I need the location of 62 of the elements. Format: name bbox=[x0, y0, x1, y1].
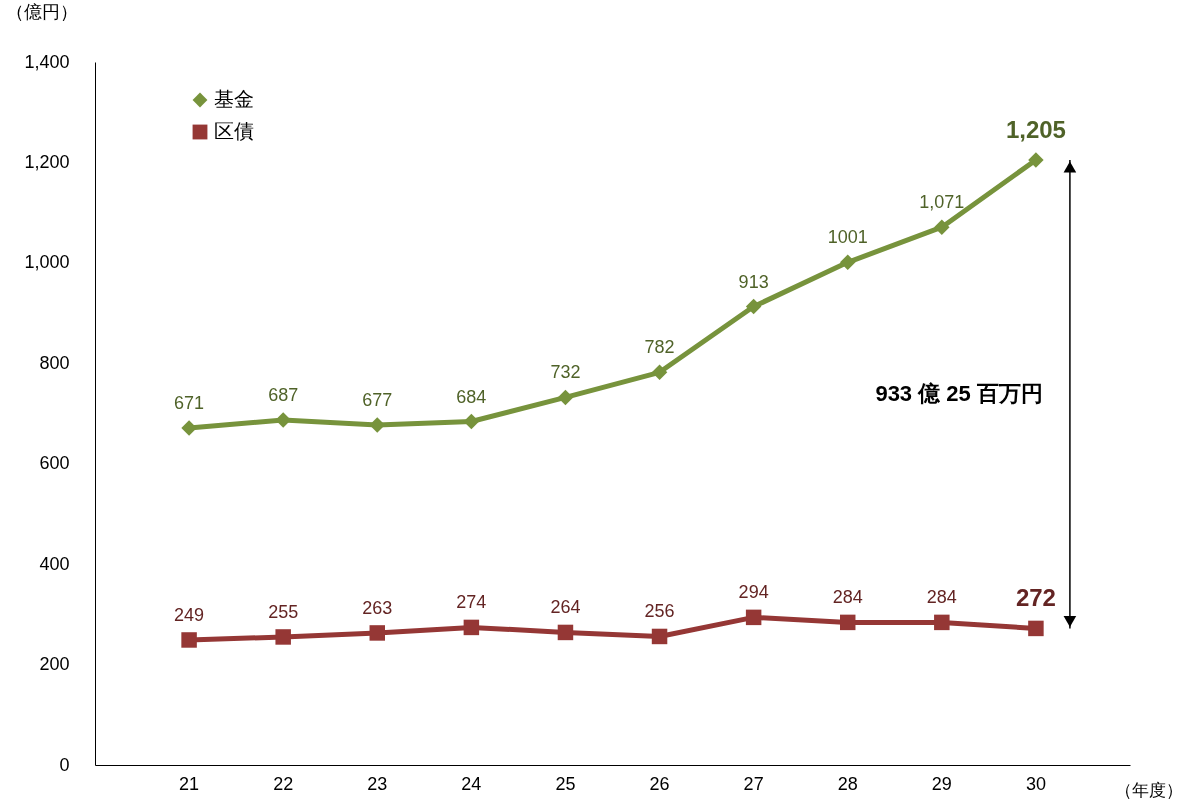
y-tick-label: 1,000 bbox=[24, 252, 70, 273]
point bbox=[369, 625, 386, 641]
x-tick-label: 26 bbox=[649, 773, 670, 794]
data-label: 1001 bbox=[827, 227, 868, 248]
data-label: 264 bbox=[550, 597, 581, 618]
x-axis-title: （年度） bbox=[1114, 780, 1177, 800]
point bbox=[1028, 152, 1044, 168]
x-tick-label: 24 bbox=[461, 773, 482, 794]
x-tick-label: 28 bbox=[837, 773, 858, 794]
x-tick-label: 21 bbox=[179, 773, 200, 794]
x-tick-label: 30 bbox=[1025, 773, 1046, 794]
data-label: 255 bbox=[268, 601, 299, 622]
y-tick-label: 800 bbox=[39, 352, 70, 373]
point bbox=[557, 389, 574, 406]
data-label: 284 bbox=[926, 587, 957, 608]
point bbox=[557, 624, 574, 641]
data-label: 294 bbox=[738, 582, 769, 603]
point bbox=[181, 420, 197, 436]
point bbox=[651, 628, 668, 645]
point bbox=[839, 614, 856, 631]
x-tick-label: 25 bbox=[555, 773, 576, 794]
point bbox=[463, 413, 480, 430]
point bbox=[934, 614, 950, 631]
x-tick-label: 23 bbox=[367, 773, 388, 794]
point bbox=[181, 632, 197, 648]
point bbox=[745, 609, 762, 626]
data-label: 687 bbox=[268, 385, 299, 406]
y-tick-label: 600 bbox=[39, 453, 70, 474]
legend-label: 区債 bbox=[214, 120, 254, 142]
data-label: 1,071 bbox=[919, 192, 965, 213]
point bbox=[839, 254, 856, 271]
data-label: 272 bbox=[1015, 584, 1056, 612]
point bbox=[651, 364, 668, 381]
data-label: 782 bbox=[644, 337, 675, 358]
data-label: 284 bbox=[832, 587, 863, 608]
y-tick-label: 200 bbox=[39, 654, 70, 675]
point bbox=[1028, 620, 1044, 637]
point bbox=[745, 298, 762, 315]
data-label: 677 bbox=[362, 390, 393, 411]
annotation: 933 億 25 百万円 bbox=[875, 381, 1043, 407]
x-tick-label: 27 bbox=[743, 773, 764, 794]
x-tick-label: 22 bbox=[273, 773, 294, 794]
y-tick-label: 1,400 bbox=[24, 51, 70, 72]
x-tick-label: 29 bbox=[931, 773, 952, 794]
data-label: 732 bbox=[550, 362, 581, 383]
point bbox=[934, 219, 950, 235]
data-label: 671 bbox=[174, 393, 205, 414]
data-label: 256 bbox=[644, 601, 675, 622]
y-tick-label: 1,200 bbox=[24, 151, 70, 172]
y-tick-label: 0 bbox=[59, 754, 70, 775]
legend-label: 基金 bbox=[214, 88, 254, 110]
data-label: 263 bbox=[362, 597, 393, 618]
data-label: 684 bbox=[456, 386, 487, 407]
data-label: 249 bbox=[174, 604, 205, 625]
data-label: 274 bbox=[456, 592, 487, 613]
point bbox=[275, 412, 291, 428]
y-axis-title: （億円） bbox=[5, 1, 78, 22]
y-tick-label: 400 bbox=[39, 553, 70, 574]
point bbox=[275, 629, 291, 645]
data-label: 913 bbox=[738, 271, 769, 292]
point bbox=[463, 619, 480, 636]
data-label: 1,205 bbox=[1005, 115, 1066, 143]
